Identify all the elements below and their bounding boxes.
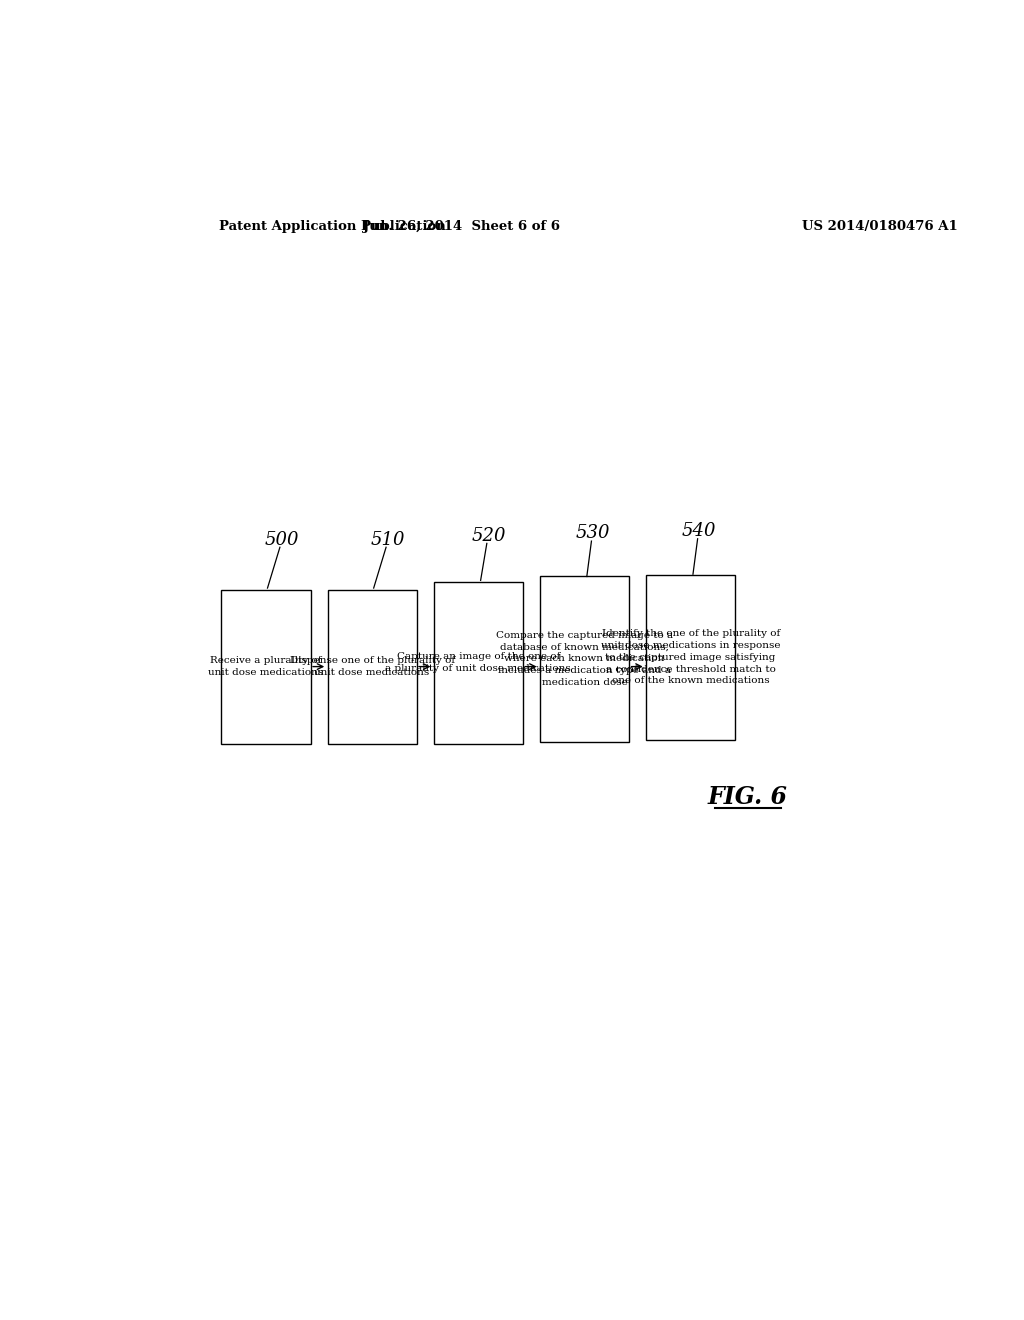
Text: Capture an image of the one of
a plurality of unit dose medications: Capture an image of the one of a plurali… [385,652,571,673]
Text: FIG. 6: FIG. 6 [708,785,788,809]
Text: Jun. 26, 2014  Sheet 6 of 6: Jun. 26, 2014 Sheet 6 of 6 [362,219,560,232]
Text: Patent Application Publication: Patent Application Publication [219,219,446,232]
Text: 500: 500 [264,531,299,549]
Text: Compare the captured image to a
database of known medications,
where each known : Compare the captured image to a database… [496,631,673,686]
Bar [646,574,735,741]
Bar [221,590,310,743]
Text: 520: 520 [471,527,506,545]
Text: 530: 530 [575,524,610,543]
Bar [540,576,629,742]
Text: US 2014/0180476 A1: US 2014/0180476 A1 [802,219,958,232]
Bar [434,582,523,743]
Text: Dispense one of the plurality of
unit dose medications: Dispense one of the plurality of unit do… [290,656,455,677]
Text: Receive a plurality of
unit dose medications: Receive a plurality of unit dose medicat… [208,656,324,677]
Text: Identify the one of the plurality of
unit dose medications in response
to the ca: Identify the one of the plurality of uni… [601,630,780,685]
Bar [328,590,417,743]
Text: 510: 510 [371,531,404,549]
Text: 540: 540 [682,523,717,540]
